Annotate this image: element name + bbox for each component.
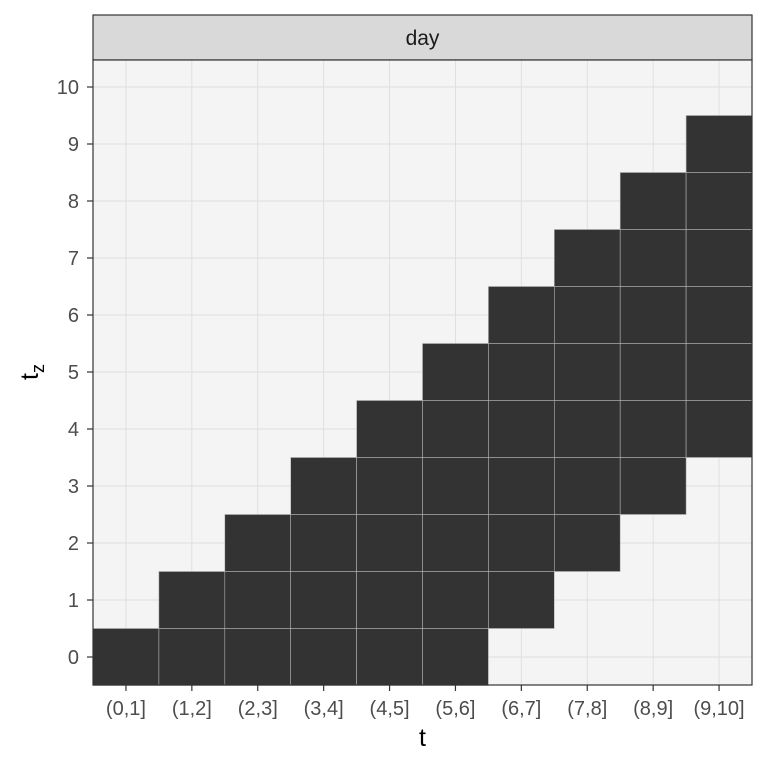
y-tick-label: 10 [57, 77, 79, 99]
heatmap-cell [158, 571, 226, 629]
y-tick-label: 9 [68, 134, 79, 156]
y-tick-label: 5 [68, 362, 79, 384]
x-tick-label: (8,9] [633, 698, 673, 720]
heatmap-cells [92, 115, 753, 686]
heatmap-cell [356, 628, 423, 686]
y-tick-label: 3 [68, 476, 79, 498]
facet-strip [92, 14, 753, 61]
heatmap-cell [685, 400, 753, 458]
y-tick-label: 0 [68, 647, 79, 669]
heatmap-cell [422, 514, 489, 572]
heatmap-cell [290, 457, 357, 515]
x-tick-label: (0,1] [106, 698, 146, 720]
y-tick-label: 1 [68, 590, 79, 612]
heatmap-cell [619, 457, 687, 515]
heatmap-cell [553, 229, 621, 287]
heatmap-cell [619, 172, 687, 230]
heatmap-cell [224, 628, 292, 686]
heatmap-cell [422, 571, 489, 629]
heatmap-cell [553, 343, 621, 401]
heatmap-cell [422, 400, 489, 458]
y-tick-label: 2 [68, 533, 79, 555]
heatmap-cell [685, 115, 753, 173]
heatmap-cell [224, 514, 292, 572]
heatmap-cell [290, 628, 357, 686]
x-tick-label: (5,6] [435, 698, 475, 720]
heatmap-cell [422, 628, 489, 686]
heatmap-cell [224, 571, 292, 629]
heatmap-cell [356, 400, 423, 458]
heatmap-cell [422, 457, 489, 515]
y-tick-label: 8 [68, 191, 79, 213]
heatmap-cell [356, 571, 423, 629]
y-axis-title-subscript: z [28, 364, 48, 373]
heatmap-cell [685, 286, 753, 344]
heatmap-cell [488, 571, 555, 629]
heatmap-cell [685, 343, 753, 401]
heatmap-cell [422, 343, 489, 401]
heatmap-cell [619, 229, 687, 287]
x-axis: (0,1] (1,2] (2,3] (3,4] (4,5] (5,6] (6,7] (7,8]… [106, 685, 745, 720]
heatmap-cell [356, 457, 423, 515]
heatmap-cell [553, 286, 621, 344]
heatmap-cell [488, 286, 555, 344]
heatmap-cell [356, 514, 423, 572]
x-axis-title: t [419, 724, 426, 752]
x-tick-label: (7,8] [567, 698, 607, 720]
x-tick-label: (2,3] [238, 698, 278, 720]
y-tick-label: 7 [68, 248, 79, 270]
heatmap-cell [488, 343, 555, 401]
heatmap-cell [158, 628, 226, 686]
x-tick-label: (9,10] [693, 698, 744, 720]
heatmap-cell [619, 286, 687, 344]
heatmap-cell [553, 514, 621, 572]
heatmap-cell [553, 400, 621, 458]
y-tick-label: 4 [68, 419, 79, 441]
x-tick-label: (4,5] [370, 698, 410, 720]
heatmap-cell [619, 343, 687, 401]
y-tick-label: 6 [68, 305, 79, 327]
heatmap-cell [619, 400, 687, 458]
x-tick-label: (3,4] [304, 698, 344, 720]
heatmap-cell [488, 514, 555, 572]
heatmap-cell [488, 400, 555, 458]
heatmap-cell [685, 229, 753, 287]
x-tick-label: (1,2] [172, 698, 212, 720]
heatmap-cell [488, 457, 555, 515]
y-axis: 0 1 2 3 4 5 6 7 8 9 10 [57, 77, 93, 669]
y-axis-title: tz [16, 364, 48, 380]
facet-strip-label: day [406, 27, 440, 50]
heatmap-cell [290, 571, 357, 629]
heatmap-cell [553, 457, 621, 515]
heatmap-cell [92, 628, 160, 686]
x-tick-label: (6,7] [501, 698, 541, 720]
heatmap-cell [685, 172, 753, 230]
y-axis-title-main: t [16, 373, 44, 380]
heatmap-cell [290, 514, 357, 572]
